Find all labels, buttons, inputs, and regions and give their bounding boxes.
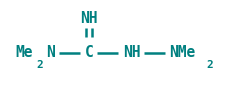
Text: NMe: NMe — [169, 45, 196, 60]
Text: NH: NH — [123, 45, 140, 60]
Text: N: N — [47, 45, 55, 60]
Text: 2: 2 — [37, 60, 43, 70]
Text: 2: 2 — [207, 60, 213, 70]
Text: NH: NH — [80, 11, 98, 26]
Text: Me: Me — [15, 45, 33, 60]
Text: C: C — [85, 45, 93, 60]
